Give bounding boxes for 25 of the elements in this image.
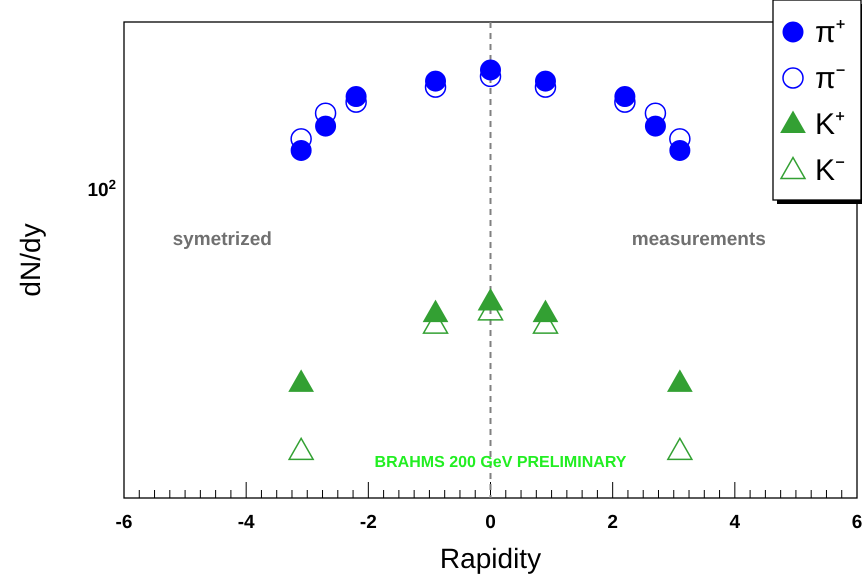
- x-tick-label: -6: [116, 512, 132, 533]
- x-tick-label: 6: [852, 512, 862, 533]
- annotation: symetrized: [172, 229, 272, 250]
- legend-label: K⁺: [815, 108, 846, 141]
- x-tick-label: 4: [730, 512, 741, 533]
- x-tick-label: -4: [238, 512, 256, 533]
- x-axis-title: Rapidity: [440, 543, 542, 574]
- legend-label: π⁺: [815, 16, 846, 49]
- x-tick-label: 2: [607, 512, 618, 533]
- point: [315, 116, 336, 137]
- legend-label: π⁻: [815, 62, 846, 95]
- annotation: measurements: [632, 229, 766, 250]
- point: [288, 370, 314, 392]
- point: [669, 140, 690, 161]
- point: [667, 438, 693, 460]
- text: 10$^{2}$: [87, 176, 116, 201]
- x-tick-label: 0: [485, 512, 496, 533]
- point: [644, 116, 666, 137]
- y-axis-title: dN/dy: [15, 223, 46, 297]
- point: [290, 140, 312, 161]
- point: [288, 438, 314, 460]
- x-tick-label: -2: [360, 512, 377, 533]
- legend-label: K⁻: [815, 154, 846, 187]
- point: [667, 370, 692, 392]
- annotation: BRAHMS 200 GeV PRELIMINARY: [374, 454, 627, 471]
